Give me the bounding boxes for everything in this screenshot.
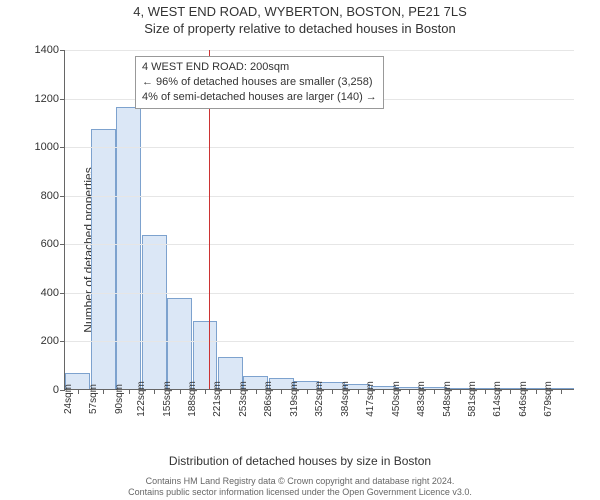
x-tick-label: 57sqm — [88, 384, 99, 414]
x-tick-mark — [536, 389, 537, 394]
x-tick-label: 581sqm — [467, 381, 478, 417]
x-tick-mark — [434, 389, 435, 394]
x-tick-label: 221sqm — [213, 381, 224, 417]
x-tick-mark — [409, 389, 410, 394]
x-tick-mark — [180, 389, 181, 394]
x-tick-mark — [129, 389, 130, 394]
bar-slot: 614sqm — [498, 50, 523, 389]
callout-line: 4 WEST END ROAD: 200sqm — [142, 60, 377, 75]
attribution-line: Contains HM Land Registry data © Crown c… — [0, 476, 600, 487]
x-tick-label: 90sqm — [114, 384, 125, 414]
x-tick-mark — [460, 389, 461, 394]
histogram-chart: 4, WEST END ROAD, WYBERTON, BOSTON, PE21… — [0, 0, 600, 500]
x-tick-label: 483sqm — [416, 381, 427, 417]
gridline-h — [65, 196, 574, 197]
y-tick-label: 0 — [53, 384, 59, 396]
callout-box: 4 WEST END ROAD: 200sqm← 96% of detached… — [135, 56, 384, 109]
x-tick-mark — [78, 389, 79, 394]
x-tick-mark — [332, 389, 333, 394]
plot-area: 24sqm57sqm90sqm122sqm155sqm188sqm221sqm2… — [64, 50, 574, 390]
bar-slot: 679sqm — [549, 50, 574, 389]
x-tick-mark — [256, 389, 257, 394]
y-tick-mark — [60, 196, 65, 197]
x-tick-label: 352sqm — [314, 381, 325, 417]
attribution-line: Contains public sector information licen… — [0, 487, 600, 498]
attribution-block: Contains HM Land Registry data © Crown c… — [0, 476, 600, 498]
y-tick-label: 1000 — [35, 141, 59, 153]
y-tick-label: 1200 — [35, 93, 59, 105]
x-tick-label: 646sqm — [518, 381, 529, 417]
bar-slot: 646sqm — [523, 50, 548, 389]
x-tick-mark — [383, 389, 384, 394]
x-tick-label: 679sqm — [544, 381, 555, 417]
x-tick-label: 253sqm — [238, 381, 249, 417]
x-tick-mark — [358, 389, 359, 394]
y-tick-label: 800 — [41, 190, 59, 202]
bar — [116, 107, 141, 389]
bar-slot: 548sqm — [447, 50, 472, 389]
x-tick-mark — [307, 389, 308, 394]
y-tick-label: 1400 — [35, 44, 59, 56]
chart-title: 4, WEST END ROAD, WYBERTON, BOSTON, PE21… — [0, 4, 600, 19]
x-tick-label: 188sqm — [187, 381, 198, 417]
x-tick-mark — [230, 389, 231, 394]
x-tick-mark — [103, 389, 104, 394]
x-tick-label: 384sqm — [340, 381, 351, 417]
x-axis-label: Distribution of detached houses by size … — [0, 454, 600, 468]
x-tick-label: 286sqm — [264, 381, 275, 417]
bar — [91, 129, 116, 389]
y-tick-label: 400 — [41, 287, 59, 299]
bar — [193, 321, 218, 389]
x-tick-label: 24sqm — [63, 384, 74, 414]
gridline-h — [65, 244, 574, 245]
bar-slot: 581sqm — [472, 50, 497, 389]
x-tick-label: 122sqm — [136, 381, 147, 417]
x-tick-mark — [154, 389, 155, 394]
y-tick-mark — [60, 147, 65, 148]
titles-block: 4, WEST END ROAD, WYBERTON, BOSTON, PE21… — [0, 4, 600, 36]
bar-slot: 24sqm — [65, 50, 90, 389]
x-tick-label: 417sqm — [365, 381, 376, 417]
y-tick-label: 200 — [41, 335, 59, 347]
x-tick-mark — [510, 389, 511, 394]
y-tick-mark — [60, 293, 65, 294]
gridline-h — [65, 293, 574, 294]
x-tick-label: 319sqm — [289, 381, 300, 417]
y-tick-label: 600 — [41, 238, 59, 250]
x-tick-label: 155sqm — [162, 381, 173, 417]
x-tick-mark — [561, 389, 562, 394]
x-tick-label: 614sqm — [493, 381, 504, 417]
callout-line: ← 96% of detached houses are smaller (3,… — [142, 75, 377, 90]
bar — [167, 298, 192, 389]
y-tick-mark — [60, 50, 65, 51]
bar-slot: 450sqm — [396, 50, 421, 389]
x-tick-mark — [485, 389, 486, 394]
x-tick-mark — [281, 389, 282, 394]
bar — [142, 235, 167, 389]
bar-slot: 57sqm — [90, 50, 115, 389]
gridline-h — [65, 50, 574, 51]
y-tick-mark — [60, 99, 65, 100]
y-tick-mark — [60, 390, 65, 391]
gridline-h — [65, 147, 574, 148]
gridline-h — [65, 341, 574, 342]
chart-subtitle: Size of property relative to detached ho… — [0, 21, 600, 36]
x-tick-label: 450sqm — [391, 381, 402, 417]
callout-line: 4% of semi-detached houses are larger (1… — [142, 90, 377, 105]
x-tick-label: 548sqm — [442, 381, 453, 417]
bar-slot: 483sqm — [421, 50, 446, 389]
y-tick-mark — [60, 341, 65, 342]
x-tick-mark — [205, 389, 206, 394]
y-tick-mark — [60, 244, 65, 245]
